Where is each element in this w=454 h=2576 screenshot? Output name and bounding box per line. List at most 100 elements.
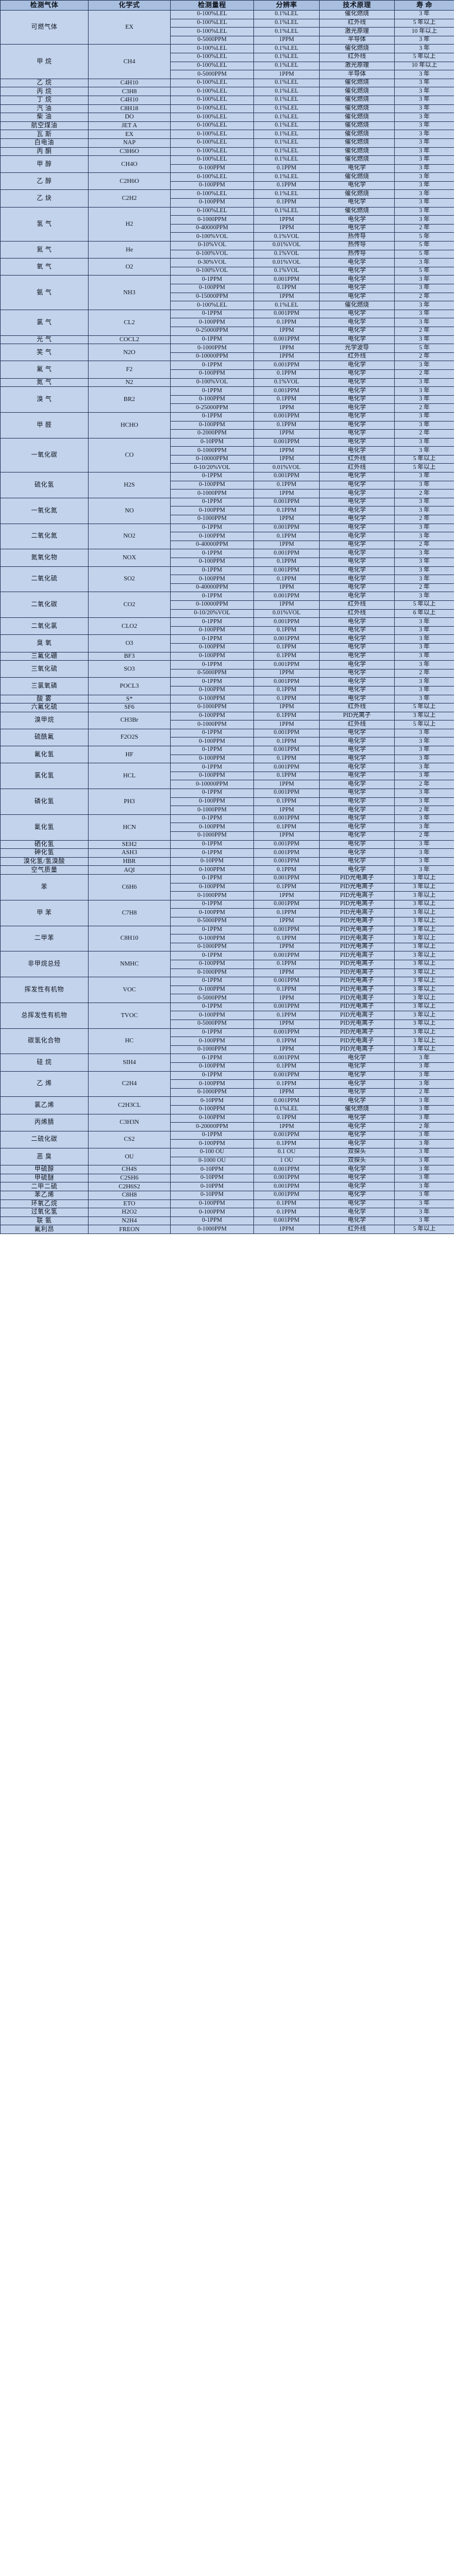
cell-lifetime: 3 年: [394, 592, 454, 601]
table-row: 可燃气体 EX 0-100%LEL 0.1%LEL 催化燃烧 3 年: [0, 9, 454, 45]
cell-resolution: 0.001PPM: [253, 899, 320, 909]
cell-gas-name: 碳氢化合物: [0, 1028, 89, 1055]
cell-detection-range: 0-100PPM: [170, 694, 254, 704]
table-row: 氮 气 N2 0-100%VOL 0.1%VOL 电化学 3 年: [0, 378, 454, 388]
cell-lifetime: 3 年: [394, 189, 454, 199]
table-row: 臭 氧 O3 0-1PPM 0.001PPM 电化学 3 年: [0, 634, 454, 653]
cell-detection-range: 0-20000PPM: [170, 1122, 254, 1131]
cell-gas-name: 乙 炔: [0, 189, 89, 208]
table-row: 硅 烷 SIH4 0-1PPM 0.001PPM 电化学 3 年: [0, 1053, 454, 1072]
cell-lifetime: 3 年: [394, 472, 454, 481]
column-header-formula: 化学式: [88, 0, 171, 11]
cell-detection-range: 0-100PPM: [170, 737, 254, 747]
cell-technology: 催化燃烧: [319, 121, 395, 131]
cell-detection-range: 0-1PPM: [170, 1070, 254, 1080]
cell-detection-range: 0-100PPM: [170, 908, 254, 917]
cell-lifetime: 3 年: [394, 1079, 454, 1089]
cell-chemical-formula: CH4: [88, 44, 171, 79]
cell-detection-range: 0-1PPM: [170, 1053, 254, 1063]
cell-detection-range: 0-10PPM: [170, 1096, 254, 1106]
cell-gas-name: 光 气: [0, 335, 89, 345]
table-row: 丙 酮 C3H6O 0-100%LEL 0.1%LEL 催化燃烧 3 年: [0, 147, 454, 157]
cell-technology: 电化学: [319, 746, 395, 755]
cell-gas-name: 挥发性有机物: [0, 977, 89, 1003]
cell-detection-range: 0-5000PPM: [170, 35, 254, 45]
cell-chemical-formula: C8H8: [88, 1190, 171, 1200]
cell-lifetime: 3 年: [394, 1062, 454, 1072]
cell-technology: 电化学: [319, 446, 395, 456]
cell-lifetime: 3 年以上: [394, 1002, 454, 1012]
cell-lifetime: 3 年以上: [394, 1045, 454, 1055]
cell-technology: PID光电离子: [319, 951, 395, 960]
cell-lifetime: 3 年: [394, 412, 454, 422]
cell-technology: 电化学: [319, 318, 395, 327]
cell-lifetime: 3 年: [394, 361, 454, 370]
cell-technology: 催化燃烧: [319, 95, 395, 105]
cell-gas-name: 总挥发性有机物: [0, 1002, 89, 1029]
cell-gas-name: 一氧化碳: [0, 437, 89, 473]
cell-chemical-formula: HCHO: [88, 412, 171, 439]
cell-resolution: 0.001PPM: [253, 1096, 320, 1106]
cell-resolution: 0.001PPM: [253, 763, 320, 772]
cell-lifetime: 3 年以上: [394, 977, 454, 986]
table-row: 0-1000PPM 1PPM 电化学 2 年: [1, 489, 454, 498]
table-row: 氨 气 NH3 0-1PPM 0.001PPM 电化学 3 年: [0, 275, 454, 310]
cell-technology: 电化学: [319, 1173, 395, 1183]
cell-chemical-formula: HC: [88, 1028, 171, 1055]
table-row: 环氧乙烷 ETO 0-100PPM 0.1PPM 电化学 3 年: [0, 1199, 454, 1209]
cell-lifetime: 3 年: [394, 130, 454, 139]
cell-chemical-formula: C4H10: [88, 95, 171, 105]
cell-resolution: 1PPM: [253, 454, 320, 464]
cell-detection-range: 0-1PPM: [170, 848, 254, 858]
cell-gas-name: 丙烯腈: [0, 1113, 89, 1131]
cell-detection-range: 0-100PPM: [170, 506, 254, 516]
cell-resolution: 1PPM: [253, 916, 320, 926]
cell-technology: 电化学: [319, 335, 395, 345]
cell-gas-name: 环氧乙烷: [0, 1199, 89, 1209]
cell-gas-name: 二硫化碳: [0, 1130, 89, 1148]
cell-gas-name: 丙 烷: [0, 87, 89, 96]
cell-chemical-formula: C2H2: [88, 189, 171, 208]
table-row: 甲 烷 CH4 0-100%LEL 0.1%LEL 催化燃烧 3 年: [0, 44, 454, 79]
table-row: 甲 醛 HCHO 0-1PPM 0.001PPM 电化学 3 年: [0, 412, 454, 439]
table-row: 酸 雾 S* 0-100PPM 0.1PPM 电化学 3 年: [0, 694, 454, 704]
cell-chemical-formula: PH3: [88, 789, 171, 815]
table-row: 0-100%LEL 0.1%LEL 红外线 5 年以上: [1, 52, 454, 62]
cell-gas-name: 六氟化硫: [0, 703, 89, 712]
cell-chemical-formula: COCL2: [88, 335, 171, 345]
cell-gas-name: 氟化氢: [0, 746, 89, 764]
cell-gas-name: 非甲烷总烃: [0, 951, 89, 978]
cell-resolution: 0.1PPM: [253, 882, 320, 892]
cell-technology: 电化学: [319, 1096, 395, 1106]
cell-resolution: 1PPM: [253, 583, 320, 593]
cell-detection-range: 0-100PPM: [170, 643, 254, 653]
cell-technology: 红外线: [319, 454, 395, 464]
cell-detection-range: 0-100%LEL: [170, 95, 254, 105]
cell-lifetime: 3 年: [394, 789, 454, 798]
table-row: 苯 C6H6 0-1PPM 0.001PPM PID光电离子 3 年以上: [0, 874, 454, 900]
table-row: 三氧化硫 SO3 0-1PPM 0.001PPM 电化学 3 年: [0, 660, 454, 678]
cell-resolution: 0.001PPM: [253, 848, 320, 858]
cell-gas-name: 甲 醇: [0, 155, 89, 174]
cell-chemical-formula: BR2: [88, 386, 171, 413]
table-row: 碳氢化合物 HC 0-1PPM 0.001PPM PID光电离子 3 年以上: [0, 1028, 454, 1055]
cell-lifetime: 3 年: [394, 335, 454, 345]
cell-lifetime: 3 年: [394, 1208, 454, 1217]
cell-resolution: 0.1%LEL: [253, 104, 320, 114]
cell-technology: 催化燃烧: [319, 104, 395, 114]
cell-chemical-formula: C8H18: [88, 104, 171, 114]
cell-technology: PID光电离子: [319, 1028, 395, 1038]
cell-detection-range: 0-100%LEL: [170, 155, 254, 165]
cell-gas-name: 联 氨: [0, 1216, 89, 1226]
cell-resolution: 0.1%VOL: [253, 249, 320, 259]
table-row: 0-25000PPM 1PPM 电化学 2 年: [1, 403, 454, 413]
cell-resolution: 1PPM: [253, 429, 320, 439]
cell-resolution: 1PPM: [253, 515, 320, 524]
cell-resolution: 0.1PPM: [253, 506, 320, 516]
cell-chemical-formula: NO: [88, 497, 171, 524]
cell-lifetime: 3 年: [394, 113, 454, 122]
cell-resolution: 0.1PPM: [253, 737, 320, 747]
cell-resolution: 0.001PPM: [253, 472, 320, 481]
cell-chemical-formula: S*: [88, 694, 171, 704]
cell-technology: 电化学: [319, 369, 395, 379]
